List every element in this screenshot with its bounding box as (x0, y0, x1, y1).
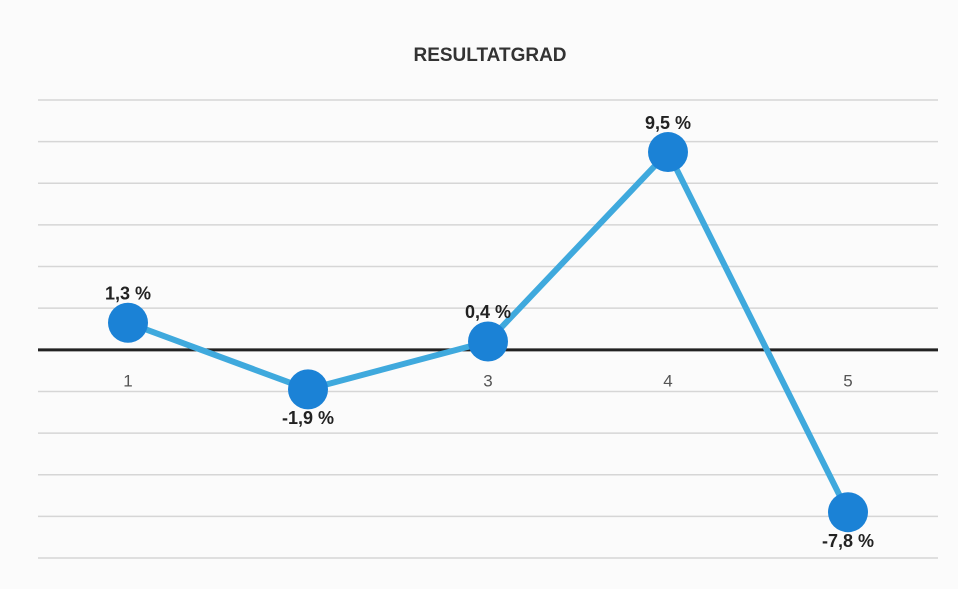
marker (288, 369, 328, 410)
marker (468, 321, 508, 362)
data-label: 1,3 % (105, 284, 151, 304)
x-tick-label: 5 (843, 371, 852, 390)
chart-title: RESULTATGRAD (413, 45, 566, 66)
marker (828, 492, 868, 533)
data-label: 0,4 % (465, 302, 511, 322)
x-tick-label: 1 (123, 371, 132, 390)
x-tick-label: 4 (663, 371, 672, 390)
data-label: 9,5 % (645, 113, 691, 133)
x-tick-label: 3 (483, 371, 492, 390)
data-label: -1,9 % (282, 408, 334, 428)
data-label: -7,8 % (822, 531, 874, 551)
marker (648, 132, 688, 173)
marker (108, 302, 148, 343)
